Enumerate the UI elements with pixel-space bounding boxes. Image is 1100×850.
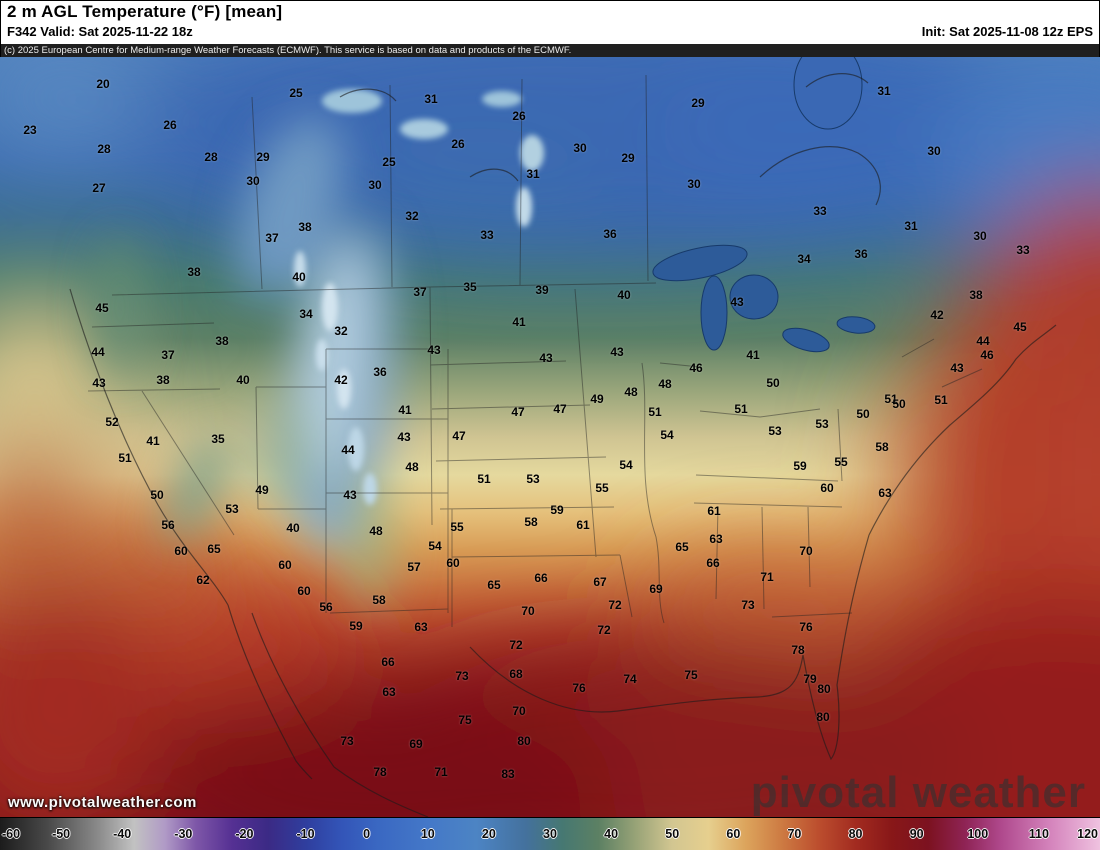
colorbar-tick-label: -50: [52, 826, 71, 841]
great-lakes: [652, 57, 876, 353]
colorbar: -60 -50 -40 -30 -20 -10 0 10 20 30 40 50 60 70 80 90 100…: [0, 817, 1100, 850]
colorbar-ticks: -60 -50 -40 -30 -20 -10 0 10 20 30 40 50 60 70 80 90 100…: [0, 818, 1100, 850]
warm-cool-overlays: [0, 57, 1100, 817]
colorbar-tick-label: -20: [235, 826, 254, 841]
init-time: Init: Sat 2025-11-08 12z EPS: [921, 24, 1093, 39]
mountain-cold-spots: [294, 89, 544, 505]
map-header: 2 m AGL Temperature (°F) [mean] F342 Val…: [0, 0, 1100, 44]
copyright-bar: (c) 2025 European Centre for Medium-rang…: [0, 44, 1100, 57]
map-title: 2 m AGL Temperature (°F) [mean]: [7, 2, 283, 21]
colorbar-tick-label: 10: [420, 826, 435, 841]
colorbar-tick-label: 20: [481, 826, 496, 841]
colorbar-tick-label: 60: [726, 826, 741, 841]
state-borders: [87, 74, 983, 627]
mountain-overlays: [98, 116, 397, 607]
colorbar-tick-label: 70: [787, 826, 802, 841]
colorbar-tick-label: -60: [2, 826, 21, 841]
colorbar-tick-label: 50: [665, 826, 680, 841]
copyright-text: (c) 2025 European Centre for Medium-rang…: [4, 45, 572, 56]
colorbar-tick-label: 40: [604, 826, 619, 841]
meta-row: F342 Valid: Sat 2025-11-22 18z Init: Sat…: [7, 24, 1093, 39]
colorbar-tick-label: -10: [296, 826, 315, 841]
colorbar-tick-label: 100: [967, 826, 989, 841]
colorbar-tick-label: 0: [363, 826, 371, 841]
colorbar-tick-label: 80: [848, 826, 863, 841]
colorbar-tick-label: 110: [1028, 826, 1049, 841]
temperature-field: [0, 57, 1100, 817]
colorbar-tick-label: 30: [543, 826, 557, 841]
valid-time: F342 Valid: Sat 2025-11-22 18z: [7, 24, 193, 39]
map-canvas[interactable]: 20 25 31 26 29 31 23 26 28 28 29 25 26 30 29 30 27 30 30 31…: [0, 57, 1100, 817]
colorbar-tick-label: 90: [909, 826, 924, 841]
coastlines: [69, 73, 1057, 817]
colorbar-tick-label: 120: [1077, 826, 1098, 841]
colorbar-gradient: [0, 818, 1100, 850]
colorbar-tick-label: -40: [113, 826, 132, 841]
colorbar-tick-label: -30: [174, 826, 193, 841]
pivotal-weather-logo: pivotal weather: [750, 767, 1086, 817]
website-watermark: www.pivotalweather.com: [8, 794, 197, 811]
